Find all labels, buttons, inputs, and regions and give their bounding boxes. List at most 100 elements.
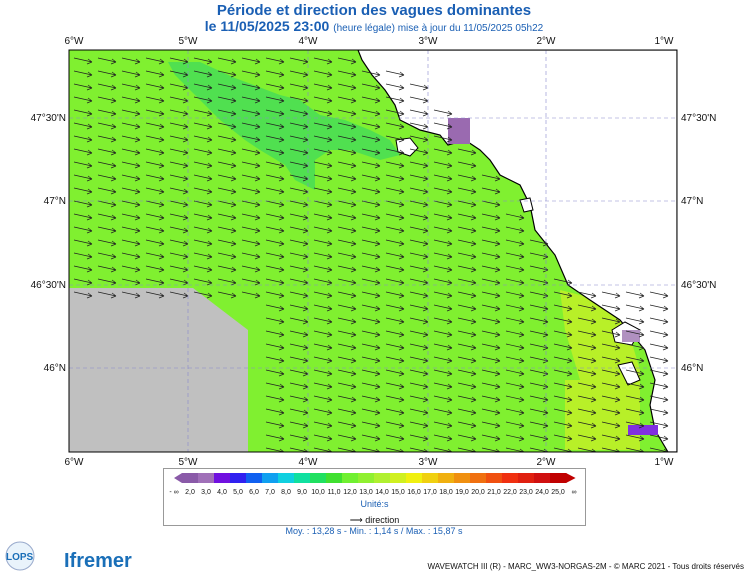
legend-direction: ⟶ direction: [164, 515, 585, 526]
direction-arrow: [289, 96, 309, 104]
direction-arrow: [193, 226, 213, 234]
direction-arrow: [337, 200, 357, 208]
direction-arrow: [361, 135, 381, 143]
direction-arrow: [193, 278, 213, 286]
direction-arrow: [337, 265, 357, 273]
direction-arrow: [145, 135, 165, 143]
direction-arrow: [625, 369, 645, 377]
direction-arrow: [601, 356, 621, 364]
direction-arrow: [193, 109, 213, 117]
direction-arrow: [481, 174, 501, 182]
direction-arrow: [481, 421, 501, 429]
direction-arrow: [577, 421, 597, 429]
direction-arrow: [457, 213, 477, 221]
direction-arrow: [649, 304, 669, 312]
lon-label: 2°W: [537, 36, 557, 47]
direction-arrow: [625, 356, 645, 364]
direction-arrow: [601, 291, 621, 299]
direction-arrow: [553, 434, 573, 442]
direction-arrow: [409, 278, 429, 286]
direction-arrow: [145, 265, 165, 273]
direction-arrow: [241, 200, 261, 208]
direction-arrow: [241, 226, 261, 234]
direction-arrow: [97, 239, 117, 247]
direction-arrow: [409, 122, 429, 130]
direction-arrow: [433, 434, 453, 442]
direction-arrow: [409, 343, 429, 351]
lat-label: 47°30'N: [31, 113, 66, 124]
direction-arrow: [337, 239, 357, 247]
direction-arrow: [649, 317, 669, 325]
direction-arrow: [313, 330, 333, 338]
direction-arrow: [337, 421, 357, 429]
direction-arrow: [121, 213, 141, 221]
direction-arrow: [241, 252, 261, 260]
direction-arrow: [481, 343, 501, 351]
direction-arrow: [289, 226, 309, 234]
direction-arrow: [313, 408, 333, 416]
direction-arrow: [457, 356, 477, 364]
direction-arrow: [577, 434, 597, 442]
direction-arrow: [73, 200, 93, 208]
direction-arrow: [241, 291, 261, 299]
direction-arrow: [193, 213, 213, 221]
direction-arrow: [457, 421, 477, 429]
direction-arrow: [433, 148, 453, 156]
direction-arrow: [385, 369, 405, 377]
direction-arrow: [409, 226, 429, 234]
direction-arrow: [193, 291, 213, 299]
direction-arrow: [625, 330, 645, 338]
legend-swatch: [518, 473, 535, 483]
direction-arrow: [553, 382, 573, 390]
direction-arrow: [457, 226, 477, 234]
direction-arrow: [649, 408, 669, 416]
legend-swatch: [534, 473, 551, 483]
direction-arrow: [577, 291, 597, 299]
direction-arrow: [409, 200, 429, 208]
direction-arrow: [241, 83, 261, 91]
direction-arrow: [193, 252, 213, 260]
direction-arrow: [601, 395, 621, 403]
legend-min-arrow: [174, 473, 182, 483]
direction-arrow: [121, 239, 141, 247]
direction-arrow: [265, 382, 285, 390]
direction-arrow: [241, 57, 261, 65]
direction-arrow: [457, 369, 477, 377]
direction-arrow: [505, 395, 525, 403]
direction-arrow: [433, 317, 453, 325]
legend-tick-label: 23,0: [519, 489, 533, 496]
direction-arrow: [337, 278, 357, 286]
direction-arrow: [433, 122, 453, 130]
direction-arrow: [265, 395, 285, 403]
color-legend: - ∞ 2,0 3,0 4,0 5,0 6,0 7,0 8,0 9,0 10,0 11,0 12,0 1…: [163, 468, 586, 526]
direction-arrow: [169, 252, 189, 260]
direction-arrow: [145, 187, 165, 195]
direction-arrow: [169, 83, 189, 91]
direction-arrow: [505, 382, 525, 390]
direction-arrow: [217, 187, 237, 195]
direction-arrow: [361, 291, 381, 299]
direction-arrow: [265, 135, 285, 143]
direction-arrow: [385, 265, 405, 273]
direction-arrow: [289, 239, 309, 247]
direction-arrow: [289, 343, 309, 351]
direction-arrow: [289, 356, 309, 364]
direction-arrow: [241, 265, 261, 273]
direction-arrow: [505, 304, 525, 312]
direction-arrow: [97, 135, 117, 143]
direction-arrow: [385, 70, 405, 78]
direction-arrow: [385, 434, 405, 442]
direction-arrow: [385, 109, 405, 117]
direction-arrow: [265, 109, 285, 117]
direction-arrow: [313, 369, 333, 377]
direction-arrow: [529, 291, 549, 299]
direction-arrow: [625, 421, 645, 429]
direction-arrow: [217, 135, 237, 143]
direction-arrow: [121, 70, 141, 78]
direction-arrow: [169, 122, 189, 130]
direction-arrow: [577, 356, 597, 364]
direction-arrow: [625, 343, 645, 351]
direction-arrow: [289, 291, 309, 299]
direction-arrow: [409, 330, 429, 338]
direction-arrow: [217, 109, 237, 117]
